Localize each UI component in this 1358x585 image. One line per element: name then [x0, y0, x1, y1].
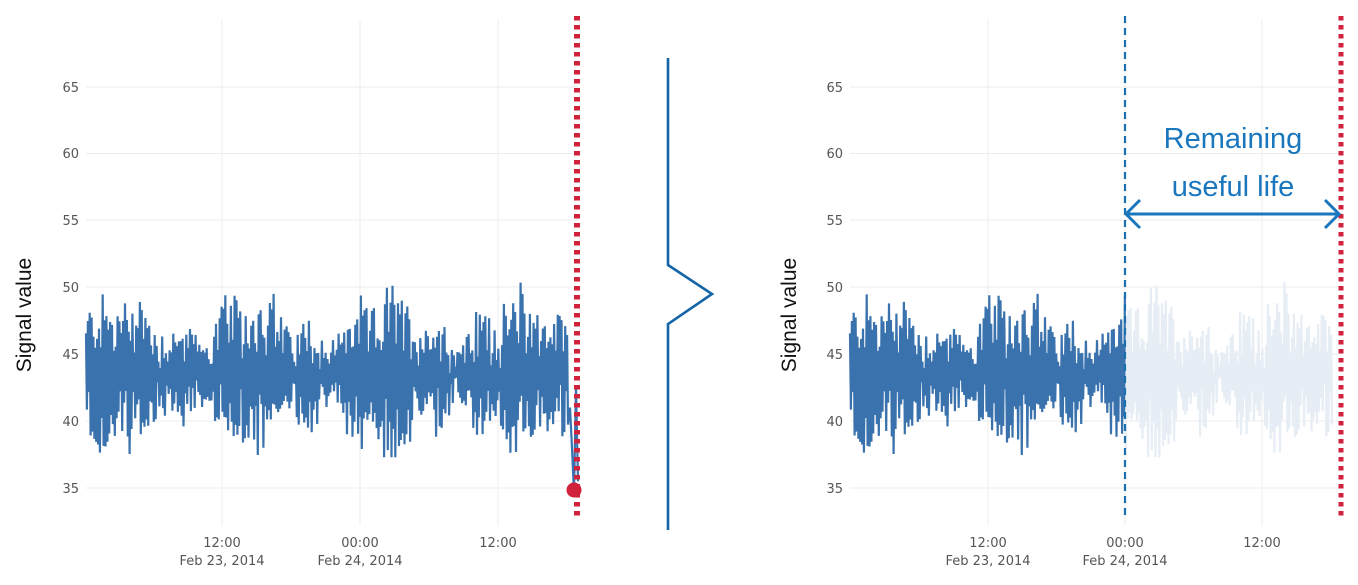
y-tick: 35 — [62, 482, 79, 497]
y-axis-label: Signal value — [778, 258, 801, 372]
observed-signal-line — [848, 293, 1126, 456]
x-tick-time: 12:00 — [203, 536, 240, 551]
y-tick: 40 — [826, 415, 843, 430]
x-tick-date: Feb 24, 2014 — [317, 554, 402, 569]
x-tick-time: 00:00 — [341, 536, 378, 551]
y-gridlines — [86, 86, 578, 489]
right-chart-panel: 65 60 55 50 45 40 35 12:00 Feb 23, 2014 … — [765, 0, 1358, 581]
x-tick-time: 00:00 — [1106, 536, 1143, 551]
rul-label-line1: Remaining — [1164, 123, 1303, 155]
y-tick: 65 — [62, 81, 79, 96]
y-tick: 60 — [826, 147, 843, 162]
left-chart: 65 60 55 50 45 40 35 12:00 Feb 23, 2014 … — [13, 16, 582, 569]
y-tick: 55 — [826, 214, 843, 229]
x-tick-time: 12:00 — [1243, 536, 1280, 551]
y-tick: 50 — [826, 281, 843, 296]
y-tick: 45 — [62, 348, 79, 363]
x-tick-date: Feb 23, 2014 — [179, 554, 264, 569]
x-tick-labels: 12:00 Feb 23, 2014 00:00 Feb 24, 2014 12… — [179, 536, 516, 569]
y-tick-labels: 65 60 55 50 45 40 35 — [826, 81, 843, 497]
y-tick: 40 — [62, 415, 79, 430]
y-axis-label: Signal value — [13, 258, 36, 372]
x-tick-time: 12:00 — [479, 536, 516, 551]
rul-label-line2: useful life — [1172, 171, 1295, 203]
rul-double-arrow — [1123, 198, 1342, 230]
transition-arrow-separator — [666, 58, 715, 530]
future-signal-line — [1123, 282, 1334, 458]
y-tick: 60 — [62, 147, 79, 162]
x-tick-date: Feb 23, 2014 — [945, 554, 1030, 569]
failure-point-marker — [566, 482, 582, 498]
x-tick-labels: 12:00 Feb 23, 2014 00:00 Feb 24, 2014 12… — [945, 536, 1280, 569]
x-gridlines — [221, 20, 499, 525]
y-tick: 55 — [62, 214, 79, 229]
x-tick-time: 12:00 — [969, 536, 1006, 551]
y-tick: 35 — [826, 482, 843, 497]
y-tick: 45 — [826, 348, 843, 363]
y-tick: 50 — [62, 281, 79, 296]
y-tick-labels: 65 60 55 50 45 40 35 — [62, 81, 79, 497]
y-gridlines — [850, 86, 1342, 489]
x-tick-date: Feb 24, 2014 — [1082, 554, 1167, 569]
signal-line — [84, 282, 580, 494]
y-tick: 65 — [826, 81, 843, 96]
right-chart: 65 60 55 50 45 40 35 12:00 Feb 23, 2014 … — [778, 16, 1344, 569]
left-chart-panel: 65 60 55 50 45 40 35 12:00 Feb 23, 2014 … — [0, 0, 600, 581]
arrow-left-icon — [1123, 198, 1142, 230]
chevron-right-icon — [666, 58, 715, 530]
arrow-right-icon — [1323, 198, 1342, 230]
